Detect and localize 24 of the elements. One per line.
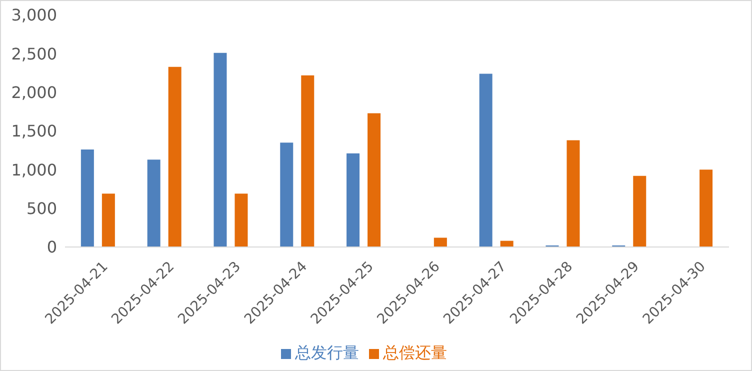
legend-label: 总发行量 xyxy=(295,343,359,362)
legend-label: 总偿还量 xyxy=(383,343,447,362)
bar xyxy=(147,160,160,247)
y-tick-label: 0 xyxy=(46,238,57,257)
bar xyxy=(280,142,294,247)
bar xyxy=(214,52,227,247)
bar xyxy=(633,176,646,247)
bar xyxy=(80,150,94,247)
y-tick-label: 500 xyxy=(26,199,57,218)
bar xyxy=(346,153,360,247)
bar xyxy=(102,194,115,247)
bar xyxy=(566,140,580,247)
y-tick-label: 1,500 xyxy=(11,122,57,141)
bar xyxy=(700,170,713,247)
y-tick-label: 3,000 xyxy=(11,6,57,25)
y-tick-label: 1,000 xyxy=(11,160,57,180)
bar xyxy=(234,194,248,247)
bar xyxy=(368,113,381,247)
bar xyxy=(434,238,447,247)
y-tick-label: 2,500 xyxy=(11,44,57,64)
bar xyxy=(301,75,314,247)
bar xyxy=(168,66,182,247)
y-tick-label: 2,000 xyxy=(11,83,57,102)
bar xyxy=(479,74,492,247)
